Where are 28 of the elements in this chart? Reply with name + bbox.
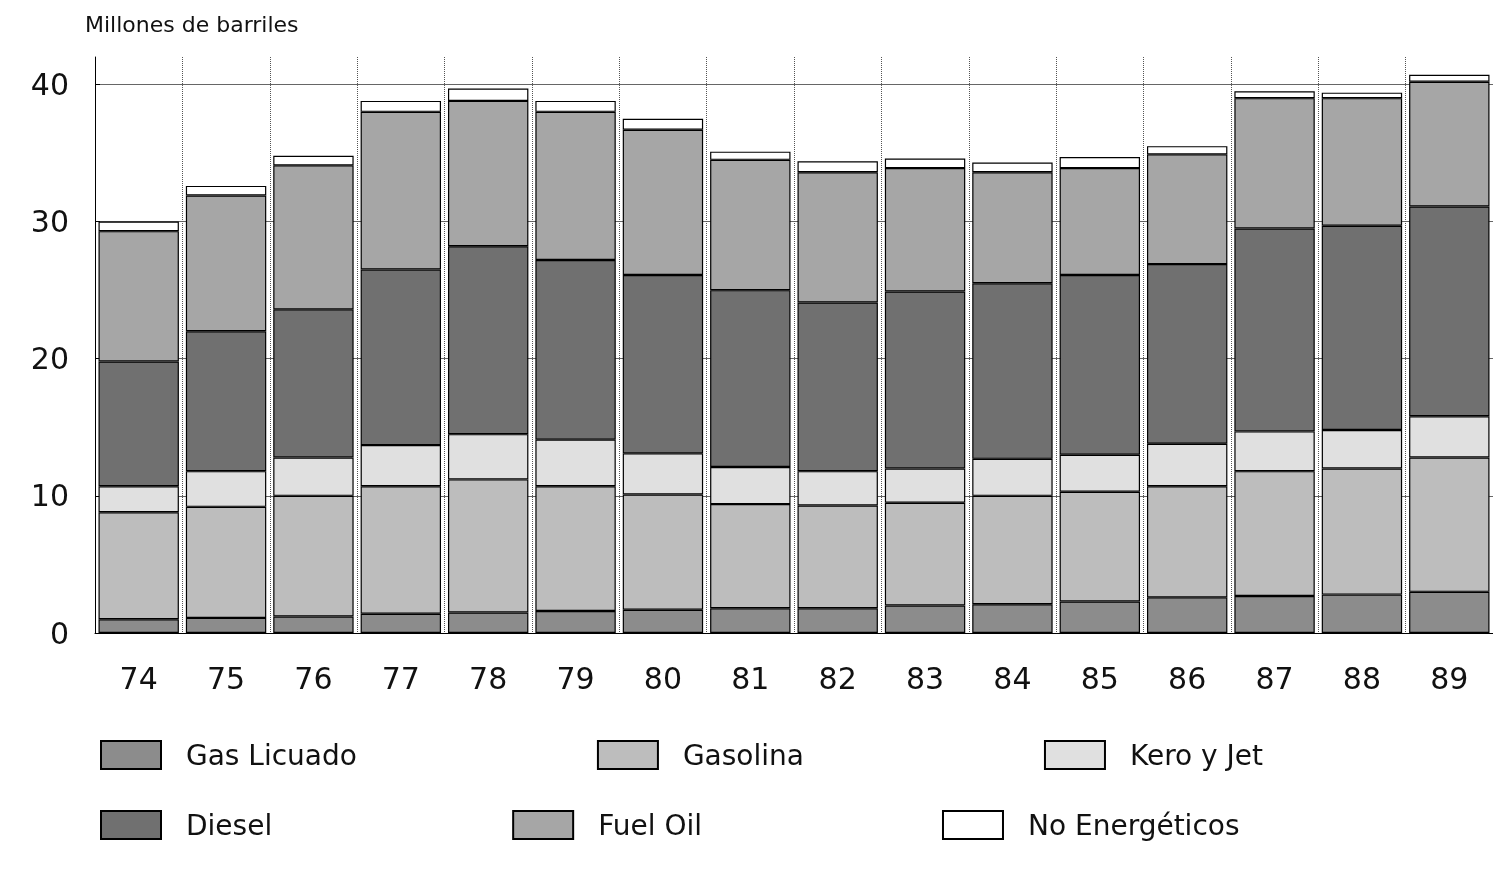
x-tick-label: 89 <box>1430 660 1469 696</box>
y-tick-label: 30 <box>30 204 69 240</box>
y-axis-title: Millones de barriles <box>85 11 299 37</box>
x-tick-label: 85 <box>1080 660 1119 696</box>
legend-label: Gasolina <box>682 738 804 772</box>
legend-label: Diesel <box>186 808 273 842</box>
y-tick-label: 20 <box>30 341 69 377</box>
y-tick-label: 0 <box>49 615 69 651</box>
x-tick-label: 86 <box>1168 660 1207 696</box>
legend-label: No Energéticos <box>1027 808 1240 842</box>
x-tick-label: 79 <box>556 660 595 696</box>
x-tick-label: 88 <box>1342 660 1382 696</box>
y-tick-label: 10 <box>30 478 69 514</box>
x-tick-label: 76 <box>294 660 333 696</box>
x-tick-label: 80 <box>643 660 683 696</box>
y-tick-label: 40 <box>30 66 69 102</box>
x-tick-label: 81 <box>731 660 770 696</box>
legend-label: Kero y Jet <box>1129 738 1264 772</box>
legend-label: Fuel Oil <box>598 808 702 842</box>
x-tick-label: 83 <box>905 660 945 696</box>
x-tick-label: 84 <box>993 660 1032 696</box>
x-tick-label: 78 <box>469 660 508 696</box>
x-tick-label: 82 <box>818 660 857 696</box>
x-tick-label: 75 <box>206 660 246 696</box>
x-tick-label: 87 <box>1255 660 1294 696</box>
legend-label: Gas Licuado <box>186 738 357 772</box>
x-tick-label: 77 <box>381 660 420 696</box>
x-tick-label: 74 <box>119 660 158 696</box>
